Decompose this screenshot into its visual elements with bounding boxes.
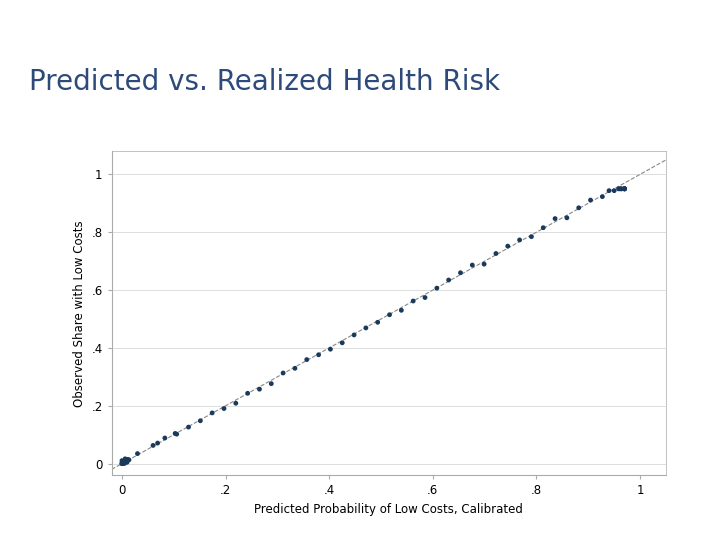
Point: [301, 355, 312, 364]
Point: [603, 186, 615, 195]
Point: [183, 423, 194, 431]
Point: [618, 185, 630, 193]
Point: [117, 458, 128, 467]
Point: [613, 185, 624, 193]
Point: [549, 214, 561, 223]
Point: [585, 196, 596, 205]
Point: [289, 364, 301, 373]
X-axis label: Predicted Probability of Low Costs, Calibrated: Predicted Probability of Low Costs, Cali…: [254, 503, 523, 516]
Point: [431, 284, 443, 293]
Point: [618, 185, 630, 193]
Point: [597, 192, 608, 201]
Point: [312, 350, 324, 359]
Point: [169, 429, 181, 438]
Point: [608, 186, 620, 195]
Point: [194, 416, 206, 425]
Point: [266, 379, 277, 388]
Point: [148, 441, 159, 450]
Point: [117, 459, 128, 468]
Point: [122, 455, 133, 464]
Point: [171, 430, 182, 438]
Point: [618, 185, 630, 193]
Point: [490, 249, 502, 258]
Point: [118, 459, 130, 468]
Point: [119, 459, 130, 468]
Point: [122, 456, 134, 464]
Point: [121, 457, 132, 466]
Point: [526, 232, 537, 241]
Point: [614, 185, 626, 193]
Point: [117, 457, 128, 466]
Point: [616, 185, 627, 193]
Point: [132, 449, 143, 458]
Point: [230, 399, 242, 408]
Point: [384, 310, 395, 319]
Point: [478, 260, 490, 268]
Point: [502, 242, 513, 251]
Point: [372, 318, 384, 327]
Point: [336, 339, 348, 347]
Point: [538, 224, 549, 232]
Text: Managed Competition in the Netherlands - Spinnewijn: Managed Competition in the Netherlands -…: [191, 8, 529, 22]
Point: [616, 185, 627, 193]
Point: [118, 458, 130, 467]
Point: [117, 458, 129, 467]
Point: [116, 456, 127, 465]
Point: [218, 404, 230, 413]
Text: Predicted vs. Realized Health Risk: Predicted vs. Realized Health Risk: [29, 68, 500, 96]
Point: [408, 296, 419, 305]
Point: [618, 185, 630, 193]
Point: [152, 439, 163, 448]
Point: [242, 389, 253, 397]
Point: [360, 323, 372, 332]
Point: [253, 385, 265, 394]
Point: [561, 213, 572, 222]
Point: [117, 460, 128, 468]
Point: [467, 261, 478, 269]
Point: [116, 460, 127, 468]
Point: [618, 185, 630, 193]
Point: [348, 330, 360, 339]
Point: [207, 409, 218, 417]
Y-axis label: Observed Share with Low Costs: Observed Share with Low Costs: [73, 220, 86, 407]
Point: [395, 306, 407, 315]
Point: [325, 345, 336, 354]
Point: [573, 204, 585, 212]
Point: [443, 276, 454, 285]
Point: [159, 434, 171, 442]
Point: [419, 293, 431, 302]
Point: [455, 268, 467, 277]
Point: [120, 455, 131, 463]
Point: [121, 458, 132, 467]
Point: [116, 460, 127, 468]
Point: [277, 369, 289, 377]
Point: [123, 456, 135, 464]
Point: [514, 235, 526, 244]
